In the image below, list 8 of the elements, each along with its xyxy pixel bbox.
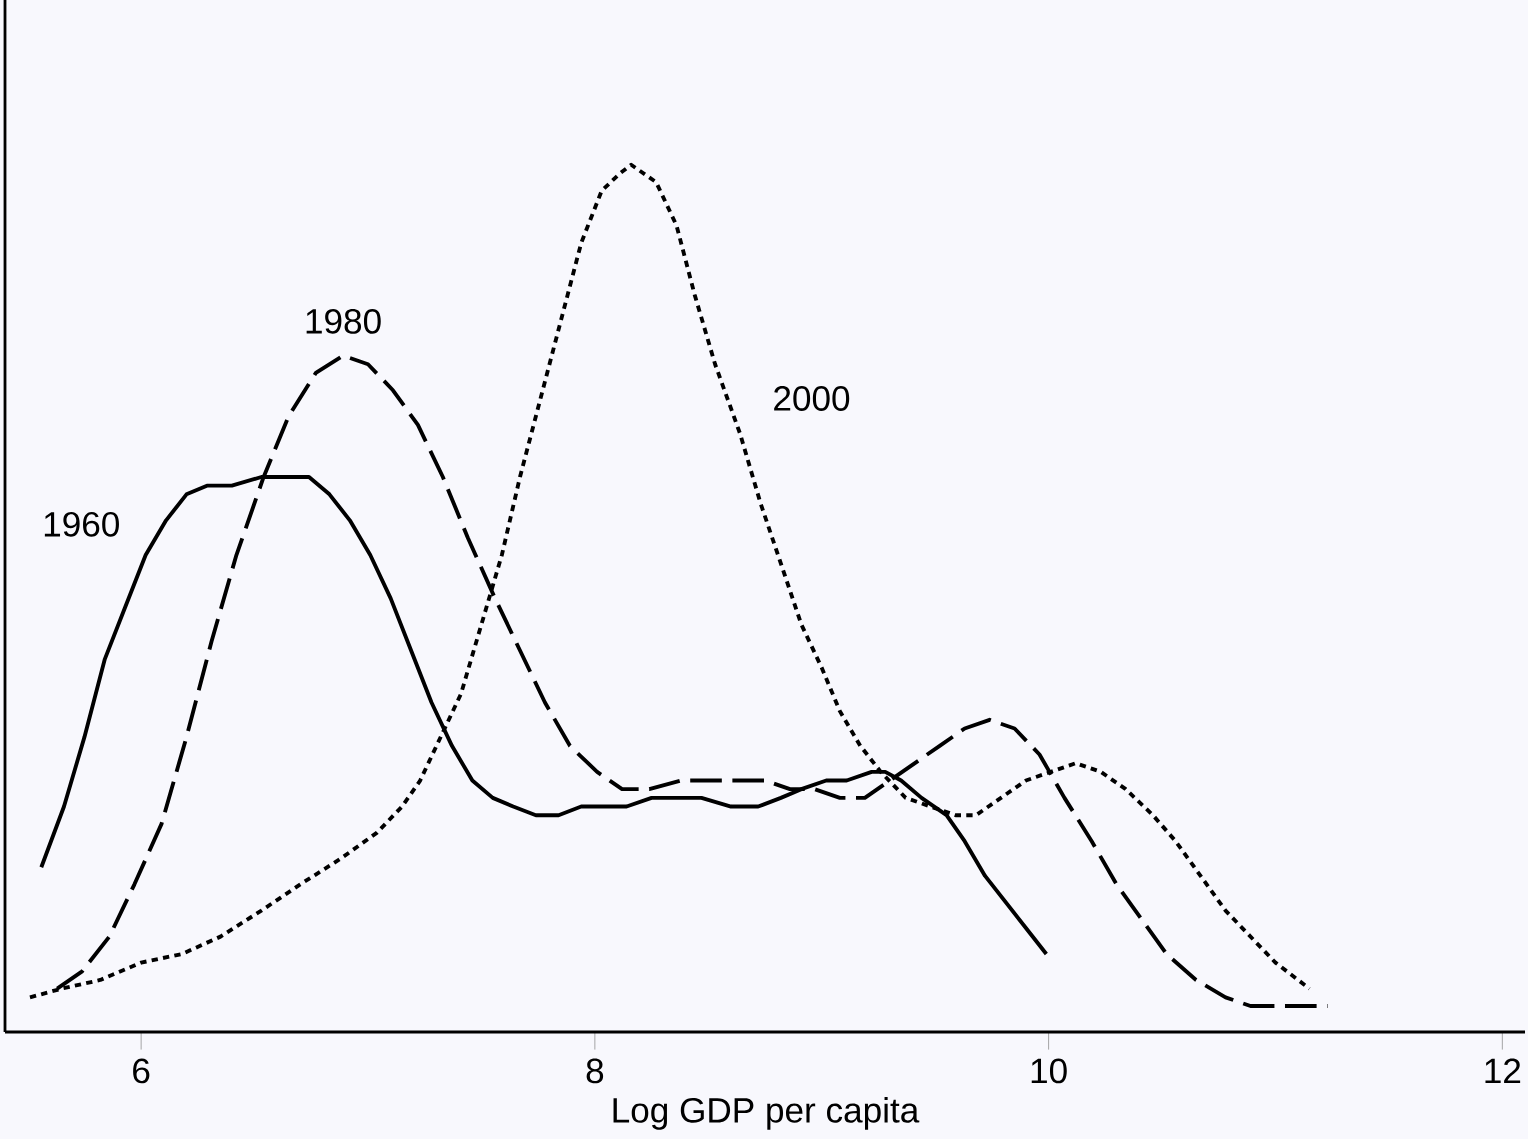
x-tick-label: 6: [133, 1058, 150, 1084]
x-tick-label: 8: [586, 1058, 604, 1084]
x-axis-title: Log GDP per capita: [613, 1096, 920, 1130]
x-tick-label: 10: [1031, 1058, 1067, 1084]
series-label: 2000: [774, 386, 850, 411]
series-label: 1980: [306, 308, 381, 334]
x-tick-label: 12: [1485, 1058, 1521, 1084]
series-label: 1960: [44, 511, 119, 537]
